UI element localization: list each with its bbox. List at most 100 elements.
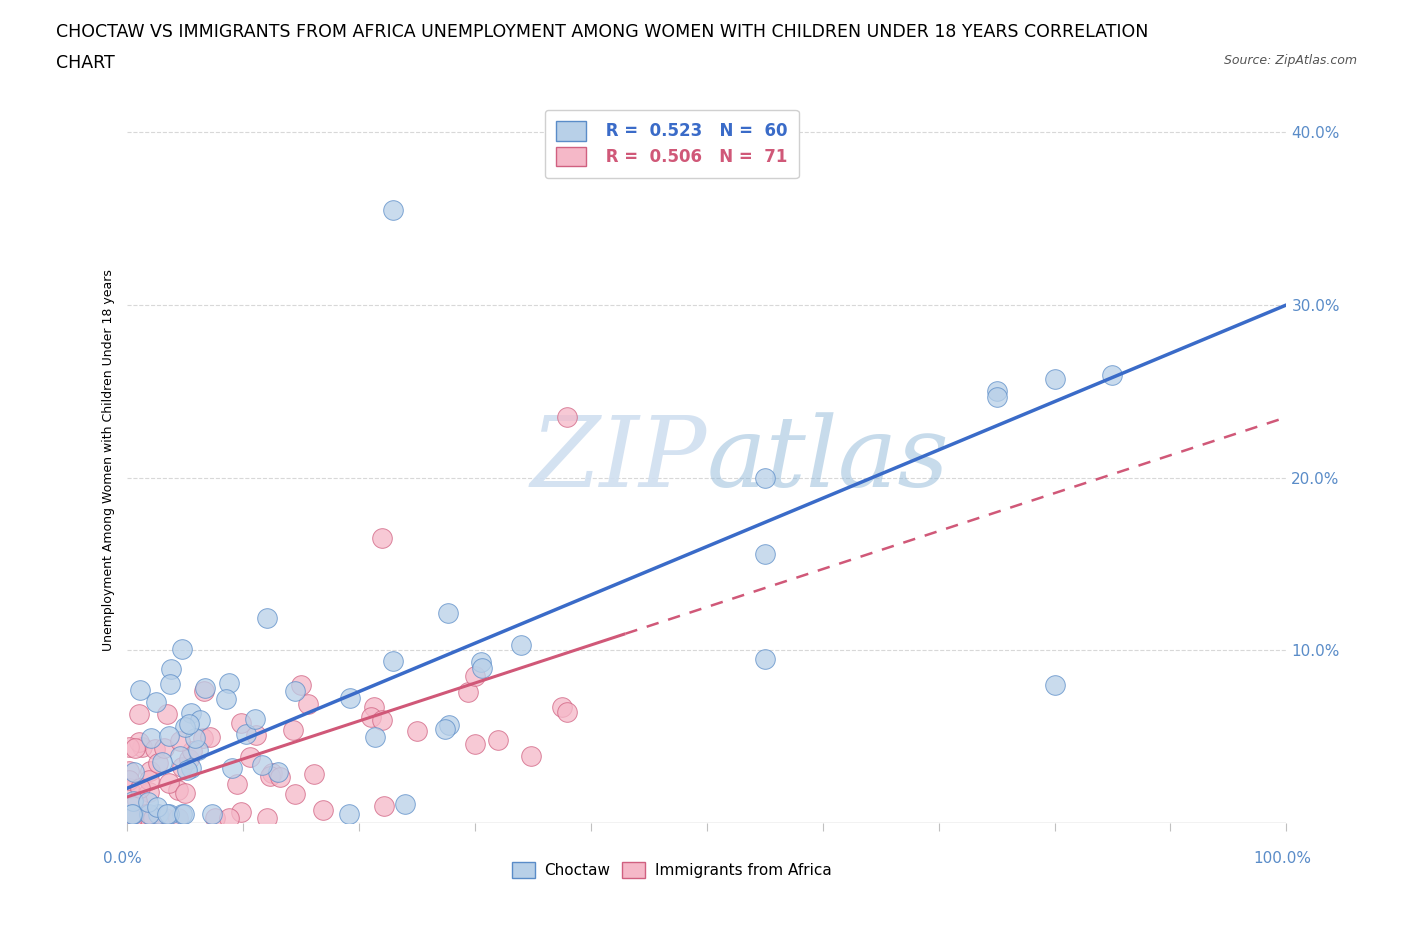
- Point: [118, 740, 141, 755]
- Point: [146, 807, 169, 822]
- Point: [191, 730, 214, 745]
- Point: [129, 780, 152, 795]
- Point: [120, 810, 142, 825]
- Point: [159, 676, 181, 691]
- Point: [437, 718, 460, 733]
- Point: [754, 471, 776, 485]
- Point: [245, 712, 267, 727]
- Point: [1043, 677, 1066, 692]
- Point: [122, 794, 145, 809]
- Point: [337, 807, 360, 822]
- Point: [198, 730, 221, 745]
- Point: [121, 810, 143, 825]
- Point: [283, 723, 305, 737]
- Point: [156, 707, 179, 722]
- Point: [464, 737, 486, 751]
- Point: [138, 810, 160, 825]
- Point: [405, 724, 427, 738]
- Text: CHOCTAW VS IMMIGRANTS FROM AFRICA UNEMPLOYMENT AMONG WOMEN WITH CHILDREN UNDER 1: CHOCTAW VS IMMIGRANTS FROM AFRICA UNEMPL…: [56, 23, 1149, 41]
- Point: [157, 807, 180, 822]
- Point: [194, 681, 217, 696]
- Point: [284, 787, 307, 802]
- Point: [457, 684, 479, 699]
- Point: [364, 729, 387, 744]
- Point: [174, 720, 197, 735]
- Text: ZIP: ZIP: [530, 413, 707, 508]
- Point: [187, 742, 209, 757]
- Point: [252, 758, 274, 773]
- Point: [135, 806, 157, 821]
- Point: [754, 652, 776, 667]
- Point: [551, 700, 574, 715]
- Point: [160, 661, 183, 676]
- Point: [157, 775, 180, 790]
- Point: [121, 807, 143, 822]
- Point: [172, 807, 194, 822]
- Point: [339, 691, 361, 706]
- Point: [118, 781, 141, 796]
- Point: [136, 795, 159, 810]
- Point: [180, 760, 202, 775]
- Point: [471, 660, 494, 675]
- Point: [122, 765, 145, 780]
- Point: [239, 750, 262, 764]
- Point: [184, 731, 207, 746]
- Point: [371, 531, 394, 546]
- Point: [266, 764, 288, 779]
- Point: [221, 761, 243, 776]
- Point: [312, 803, 335, 817]
- Point: [231, 804, 253, 819]
- Point: [363, 699, 385, 714]
- Point: [153, 741, 176, 756]
- Point: [284, 684, 307, 698]
- Y-axis label: Unemployment Among Women with Children Under 18 years: Unemployment Among Women with Children U…: [103, 270, 115, 651]
- Point: [155, 810, 177, 825]
- Point: [464, 669, 486, 684]
- Point: [156, 807, 179, 822]
- Point: [1101, 368, 1123, 383]
- Point: [128, 735, 150, 750]
- Point: [169, 734, 191, 749]
- Point: [179, 717, 201, 732]
- Point: [172, 642, 194, 657]
- Legend: Choctaw, Immigrants from Africa: Choctaw, Immigrants from Africa: [506, 857, 838, 884]
- Point: [986, 390, 1008, 405]
- Point: [118, 810, 141, 825]
- Point: [382, 653, 405, 668]
- Point: [226, 777, 249, 792]
- Point: [188, 712, 211, 727]
- Point: [269, 769, 291, 784]
- Point: [145, 695, 167, 710]
- Point: [138, 784, 160, 799]
- Point: [128, 683, 150, 698]
- Point: [245, 728, 267, 743]
- Text: 100.0%: 100.0%: [1254, 851, 1312, 866]
- Point: [486, 733, 509, 748]
- Point: [167, 782, 190, 797]
- Point: [173, 785, 195, 800]
- Point: [146, 755, 169, 770]
- Point: [159, 729, 181, 744]
- Point: [290, 677, 312, 692]
- Point: [118, 810, 141, 825]
- Point: [177, 751, 200, 766]
- Point: [193, 684, 215, 698]
- Point: [138, 764, 160, 779]
- Point: [1043, 371, 1066, 386]
- Point: [131, 739, 153, 754]
- Point: [122, 807, 145, 822]
- Point: [235, 727, 257, 742]
- Point: [373, 799, 395, 814]
- Point: [118, 773, 141, 788]
- Point: [754, 546, 776, 561]
- Point: [128, 707, 150, 722]
- Point: [150, 754, 173, 769]
- Point: [436, 605, 458, 620]
- Point: [218, 810, 240, 825]
- Point: [382, 203, 405, 218]
- Point: [360, 710, 382, 724]
- Point: [371, 712, 394, 727]
- Point: [181, 743, 204, 758]
- Point: [256, 810, 278, 825]
- Point: [142, 810, 165, 825]
